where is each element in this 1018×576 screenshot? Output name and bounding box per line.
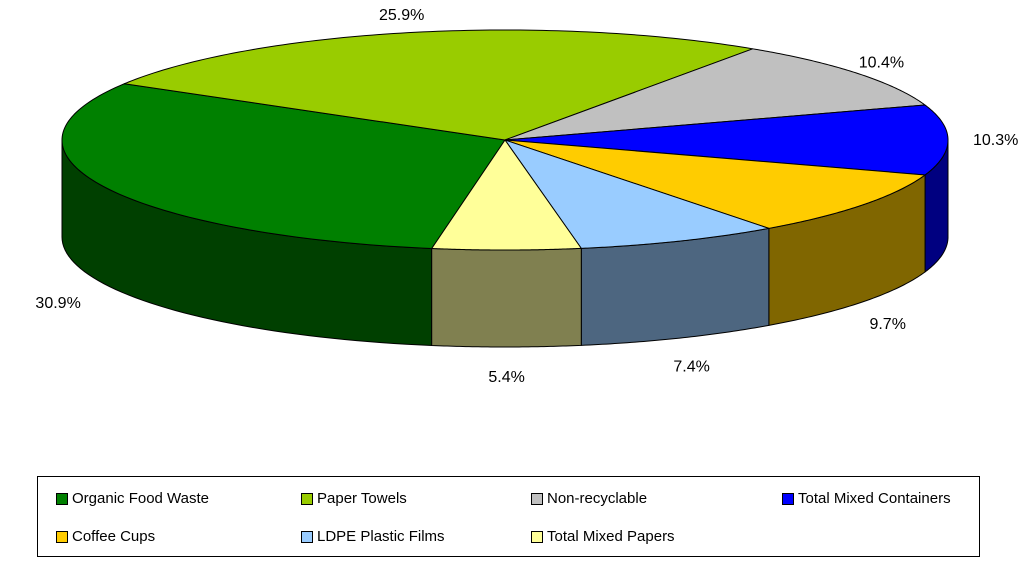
legend-item-total-mixed-containers: Total Mixed Containers <box>782 490 951 507</box>
legend-label: Total Mixed Containers <box>798 490 951 507</box>
pie-slice-paper-towels <box>123 29 754 141</box>
data-label-total-mixed-papers: 5.4% <box>488 369 524 386</box>
data-label-total-mixed-containers: 10.3% <box>973 132 1018 149</box>
legend-swatch <box>301 492 313 505</box>
legend-label: Organic Food Waste <box>72 490 209 507</box>
legend-swatch <box>531 492 543 505</box>
data-label-non-recyclable: 10.4% <box>859 55 904 72</box>
legend-item-total-mixed-papers: Total Mixed Papers <box>531 528 675 545</box>
legend-label: Non-recyclable <box>547 490 648 507</box>
data-label-ldpe-plastic-films: 7.4% <box>673 359 709 376</box>
legend-swatch <box>56 530 68 543</box>
legend-swatch <box>56 492 68 505</box>
pie-slice-organic-food-waste <box>61 83 506 249</box>
data-label-organic-food-waste: 30.9% <box>35 295 80 312</box>
legend-item-organic-food-waste: Organic Food Waste <box>56 490 209 507</box>
legend: Organic Food Waste Paper Towels Non-recycl… <box>37 476 980 557</box>
legend-item-paper-towels: Paper Towels <box>301 490 407 507</box>
legend-label: LDPE Plastic Films <box>317 528 445 545</box>
pie-chart: 30.9% 25.9% 10.4% 10.3% 9.7% 7.4% 5.4% <box>35 7 1018 386</box>
data-label-paper-towels: 25.9% <box>379 7 424 24</box>
legend-item-non-recyclable: Non-recyclable <box>531 490 647 507</box>
pie-slice-ldpe-plastic-films <box>504 139 770 249</box>
pie-slice-coffee-cups <box>504 139 926 229</box>
legend-label: Total Mixed Papers <box>547 528 675 545</box>
legend-item-ldpe-plastic-films: LDPE Plastic Films <box>301 528 445 545</box>
pie-slice-total-mixed-papers <box>431 139 582 251</box>
pie-side-total-mixed-papers <box>431 247 582 348</box>
legend-label: Coffee Cups <box>72 528 156 545</box>
legend-swatch <box>531 530 543 543</box>
legend-swatch <box>301 530 313 543</box>
legend-item-coffee-cups: Coffee Cups <box>56 528 155 545</box>
legend-swatch <box>782 492 794 505</box>
pie-slice-total-mixed-containers <box>504 104 949 176</box>
pie-slice-non-recyclable <box>504 48 926 141</box>
data-label-coffee-cups: 9.7% <box>869 316 905 333</box>
legend-label: Paper Towels <box>317 490 407 507</box>
